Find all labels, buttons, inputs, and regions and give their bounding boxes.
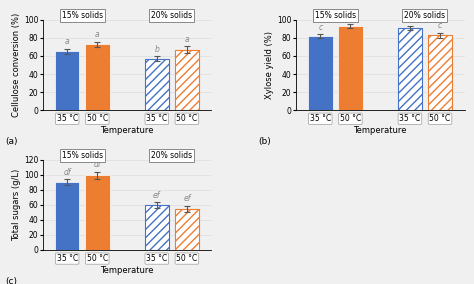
Text: 15% solids: 15% solids (62, 151, 103, 160)
X-axis label: Temperature: Temperature (354, 126, 407, 135)
Text: a: a (184, 35, 189, 44)
Bar (428, 35, 452, 110)
Bar (174, 50, 199, 110)
Text: ef: ef (183, 194, 191, 203)
Bar (55, 51, 80, 110)
Y-axis label: Total sugars (g/L): Total sugars (g/L) (12, 169, 21, 241)
Bar (338, 26, 363, 110)
Text: 20% solids: 20% solids (151, 11, 192, 20)
Bar (85, 44, 109, 110)
X-axis label: Temperature: Temperature (100, 126, 154, 135)
Text: c: c (438, 21, 442, 30)
Text: b: b (155, 45, 159, 54)
Text: (b): (b) (259, 137, 272, 146)
Bar (174, 208, 199, 250)
Text: a: a (95, 30, 100, 39)
Bar (398, 28, 422, 110)
Y-axis label: Cellulose conversion (%): Cellulose conversion (%) (12, 13, 21, 117)
Bar (85, 176, 109, 250)
Text: df: df (64, 168, 71, 177)
Text: (c): (c) (6, 277, 18, 284)
Bar (308, 36, 333, 110)
Bar (145, 205, 169, 250)
Text: c: c (318, 23, 322, 32)
Bar (145, 59, 169, 110)
Text: a: a (65, 37, 70, 47)
Text: c: c (348, 13, 353, 22)
Text: df: df (93, 160, 101, 170)
Text: c: c (408, 15, 412, 24)
Text: ef: ef (153, 191, 161, 200)
Bar (55, 182, 80, 250)
Text: 15% solids: 15% solids (315, 11, 356, 20)
Text: 20% solids: 20% solids (404, 11, 446, 20)
Text: 20% solids: 20% solids (151, 151, 192, 160)
Text: 15% solids: 15% solids (62, 11, 103, 20)
Text: (a): (a) (6, 137, 18, 146)
X-axis label: Temperature: Temperature (100, 266, 154, 275)
Y-axis label: Xylose yield (%): Xylose yield (%) (265, 31, 274, 99)
